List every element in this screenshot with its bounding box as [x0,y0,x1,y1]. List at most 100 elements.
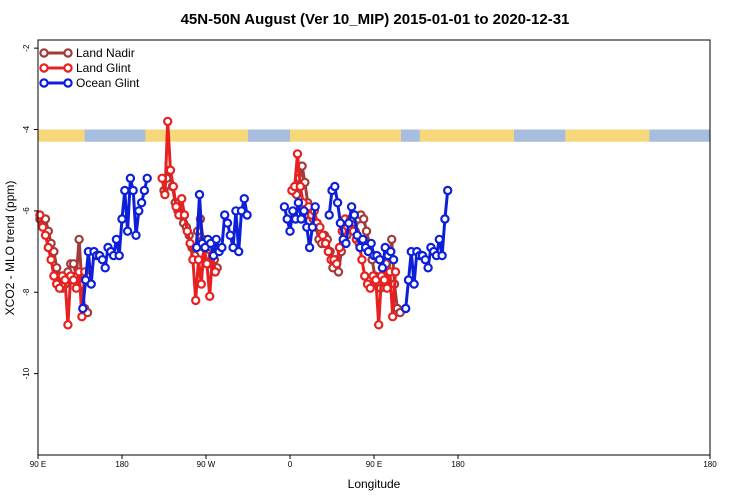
x-tick-label: 90 E [366,460,382,469]
land-glint-line [160,119,217,302]
ocean-glint-point [401,303,411,314]
land-glint-point [379,275,389,285]
land-ocean-band [38,129,710,142]
ocean-glint-point [434,234,444,245]
plot-frame [37,39,711,456]
land-glint-point [40,230,51,240]
ocean-glint-point [222,218,233,228]
ocean-glint-point [310,202,320,212]
ocean-glint-point [100,263,110,273]
land-glint-point [160,189,170,200]
ocean-glint-point [377,263,388,273]
land-glint-point [71,283,82,293]
land-glint-point [374,320,384,330]
ocean-glint-point [335,218,346,228]
x-tick-label: 180 [451,460,465,469]
land-glint-point [390,267,401,277]
ocean-glint-point [279,202,290,212]
x-axis-label: Longitude [348,477,401,491]
ocean-glint-point [211,234,221,245]
land-glint-point [388,312,398,322]
ocean-glint-point [332,197,343,208]
ocean-glint-point [97,255,108,265]
ocean-glint-point [242,210,252,220]
land-glint-point [210,267,220,277]
series-layer [35,116,453,330]
land-glint-point [334,242,345,253]
land-glint-point [35,210,45,220]
ocean-glint-point [341,238,351,249]
land-glint-point [77,312,87,322]
x-tick-label: 180 [115,460,129,469]
ocean-glint-point [225,230,235,240]
ocean-band-segment [514,129,566,142]
land-nadir-point [68,259,79,269]
ocean-glint-point [409,279,419,289]
ocean-band-segment [649,129,710,142]
ocean-glint-point [136,197,147,208]
land-glint-point [182,226,192,236]
land-glint-point [202,259,212,269]
ocean-glint-point [120,185,130,196]
ocean-band-segment [401,129,420,142]
ocean-glint-point [117,214,127,224]
ocean-glint-point [386,246,396,257]
legend-item-land-nadir: Land Nadir [39,46,135,60]
land-glint-point [179,210,190,220]
ocean-glint-point [128,185,138,196]
ocean-glint-point [346,202,357,212]
ocean-glint-point [296,214,306,224]
land-glint-point [323,246,333,257]
ocean-glint-point [423,263,433,273]
legend-marker [63,78,73,88]
legend-label: Land Glint [76,61,131,75]
land-glint-point [292,149,303,159]
ocean-glint-point [131,230,141,240]
ocean-glint-point [114,250,124,261]
land-glint-point [46,255,56,265]
ocean-glint-point [299,206,309,216]
ocean-glint-point [293,197,304,208]
y-tick-label: -8 [22,288,31,296]
chart-title: 45N-50N August (Ver 10_MIP) 2015-01-01 t… [181,11,570,28]
land-glint-point [68,275,79,285]
land-glint-point [360,271,370,281]
y-tick-label: -4 [22,125,31,133]
legend-label: Ocean Glint [76,76,140,90]
legend-marker [39,78,49,88]
ocean-glint-point [285,226,295,236]
legend-marker [63,48,73,58]
land-glint-point [157,173,167,183]
ocean-glint-point [437,250,447,261]
legend-item-land-glint: Land Glint [39,61,131,75]
ocean-glint-point [122,226,133,236]
ocean-glint-point [344,218,354,228]
land-glint-point [38,222,48,232]
land-glint-point [49,271,59,281]
ocean-glint-point [374,255,385,265]
land-glint-point [168,181,178,192]
land-glint-point [318,230,328,240]
land-glint-point [171,202,181,212]
ocean-glint-point [219,210,230,220]
land-glint-point [204,291,215,301]
land-nadir-point [361,226,372,236]
legend-marker [39,63,49,73]
ocean-glint-point [440,214,450,224]
ocean-glint-point [78,303,88,314]
y-tick-label: -6 [22,207,31,215]
land-glint-point [176,193,187,204]
ocean-glint-point [139,185,150,196]
land-glint-point [196,279,206,289]
land-nadir-point [387,234,397,245]
ocean-glint-point [288,206,298,216]
ocean-glint-point [134,206,144,216]
ocean-glint-point [324,210,334,220]
ocean-glint-point [420,255,430,265]
y-axis-label: XCO2 - MLO trend (ppm) [3,181,17,316]
land-glint-point [332,259,342,269]
ocean-glint-point [330,181,340,192]
land-glint-point [185,238,195,249]
legend-marker [63,63,73,73]
